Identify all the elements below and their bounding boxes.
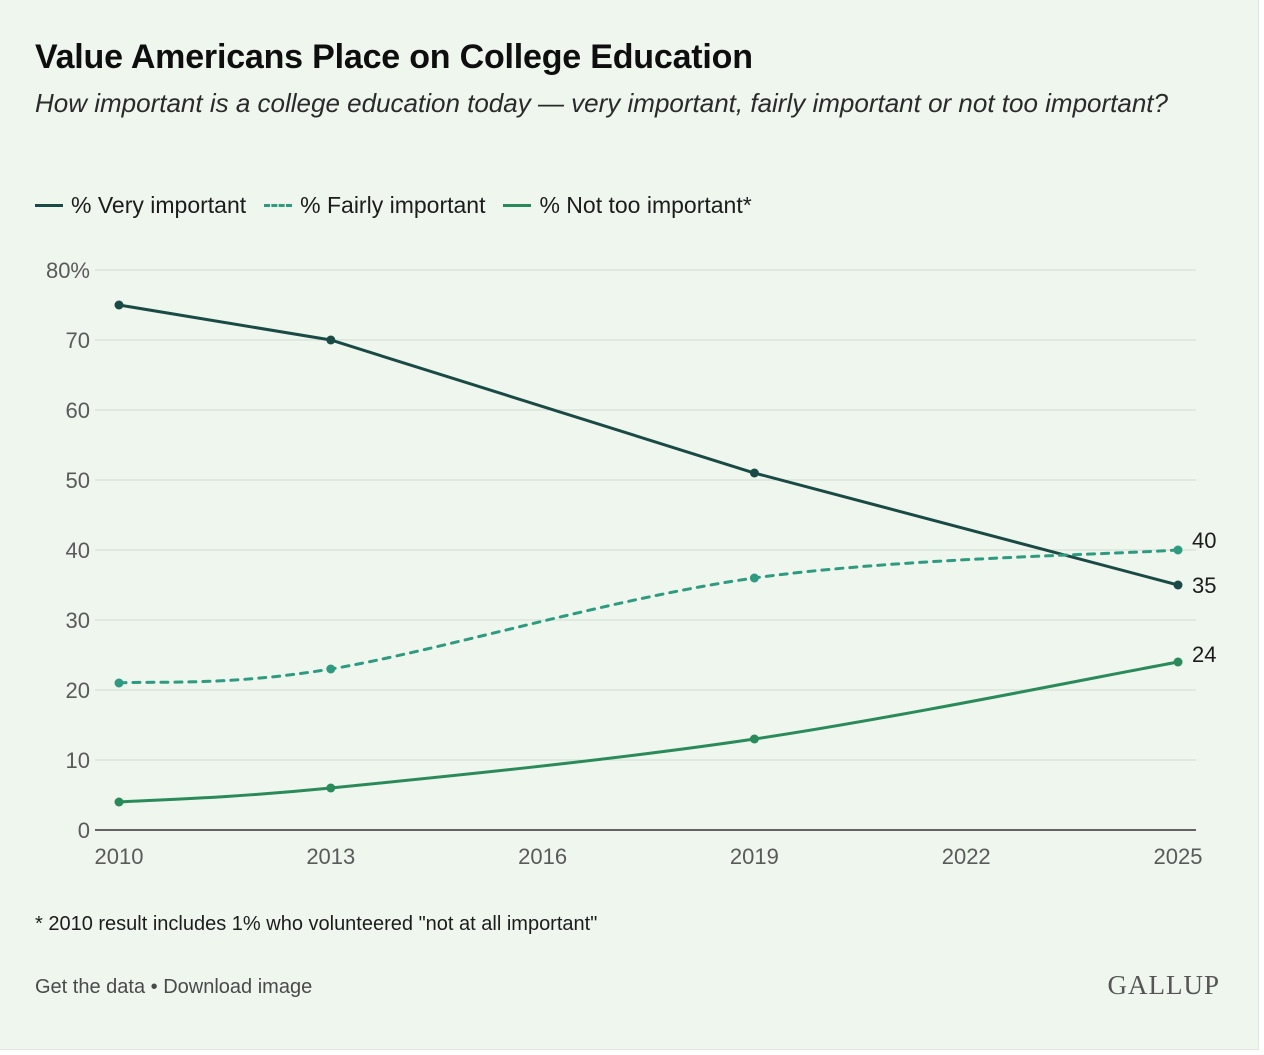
y-tick-label: 0 bbox=[78, 818, 90, 843]
legend-label-fairly-important: % Fairly important bbox=[300, 192, 486, 218]
legend-swatch-not-too-important bbox=[503, 204, 532, 207]
link-separator: • bbox=[150, 976, 158, 998]
footnote: * 2010 result includes 1% who volunteere… bbox=[35, 913, 598, 935]
end-label-fairly-important: 40 bbox=[1192, 528, 1216, 553]
y-tick-label: 50 bbox=[66, 468, 90, 493]
legend-item-not-too-important: % Not too important* bbox=[503, 192, 752, 219]
data-point-fairly-important bbox=[114, 678, 124, 688]
y-tick-label: 20 bbox=[66, 678, 90, 703]
data-point-not-too-important bbox=[326, 783, 336, 793]
data-point-very-important bbox=[326, 335, 336, 345]
footer-links: Get the data • Download image bbox=[35, 976, 312, 999]
data-point-very-important bbox=[749, 468, 759, 478]
get-data-link[interactable]: Get the data bbox=[35, 976, 146, 998]
x-tick-label: 2010 bbox=[95, 844, 144, 869]
series-line-very-important bbox=[117, 303, 1180, 587]
y-tick-label: 70 bbox=[66, 328, 90, 353]
y-tick-label: 30 bbox=[66, 608, 90, 633]
download-image-link[interactable]: Download image bbox=[163, 976, 313, 998]
chart-subtitle: How important is a college education tod… bbox=[35, 88, 1168, 118]
x-tick-label: 2016 bbox=[518, 844, 567, 869]
line-chart: 0 10 20 30 40 50 60 70 80% 2010 2013 2016 2019 2022 20… bbox=[46, 258, 1217, 869]
y-tick-label: 40 bbox=[66, 538, 90, 563]
x-tick-label: 2013 bbox=[306, 844, 355, 869]
y-tick-label: 60 bbox=[66, 398, 90, 423]
legend-item-fairly-important: % Fairly important bbox=[264, 192, 485, 219]
legend-swatch-fairly-important bbox=[264, 204, 293, 207]
data-point-very-important bbox=[1173, 580, 1183, 590]
legend: % Very important % Fairly important % No… bbox=[35, 192, 770, 219]
data-point-not-too-important bbox=[114, 797, 124, 807]
end-label-very-important: 35 bbox=[1192, 573, 1216, 598]
x-tick-label: 2022 bbox=[942, 844, 991, 869]
legend-label-not-too-important: % Not too important* bbox=[539, 192, 752, 218]
data-point-very-important bbox=[114, 300, 124, 310]
data-point-not-too-important bbox=[749, 734, 759, 744]
y-tick-label: 80% bbox=[46, 258, 90, 283]
series-line-fairly-important bbox=[117, 548, 1180, 685]
x-tick-label: 2019 bbox=[730, 844, 779, 869]
end-label-not-too-important: 24 bbox=[1192, 642, 1216, 667]
gallup-logo: GALLUP bbox=[1107, 970, 1220, 1000]
data-point-not-too-important bbox=[1173, 657, 1183, 667]
data-point-fairly-important bbox=[749, 573, 759, 583]
data-point-fairly-important bbox=[1173, 545, 1183, 555]
chart-title: Value Americans Place on College Educati… bbox=[35, 38, 753, 76]
data-point-fairly-important bbox=[326, 664, 336, 674]
legend-item-very-important: % Very important bbox=[35, 192, 246, 219]
legend-label-very-important: % Very important bbox=[71, 192, 247, 218]
legend-swatch-very-important bbox=[35, 204, 63, 207]
y-tick-label: 10 bbox=[66, 748, 90, 773]
series-line-not-too-important bbox=[117, 660, 1180, 804]
x-tick-label: 2025 bbox=[1154, 844, 1203, 869]
